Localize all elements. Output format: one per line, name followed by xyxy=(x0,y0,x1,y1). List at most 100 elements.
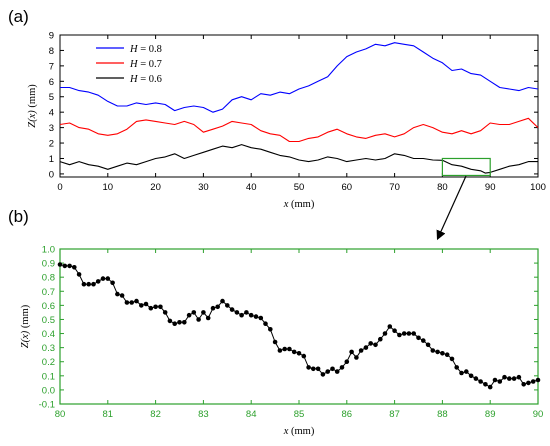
data-point xyxy=(425,342,431,348)
data-point xyxy=(315,366,321,372)
data-point xyxy=(282,346,288,352)
legend-value: = 0.7 xyxy=(138,59,162,70)
x-tick-label-a: 50 xyxy=(294,182,305,193)
x-tick-label-a: 0 xyxy=(57,182,62,193)
data-point xyxy=(311,366,316,372)
data-point xyxy=(497,379,503,384)
data-point xyxy=(320,372,326,377)
y-tick-label-a: 0 xyxy=(49,169,54,180)
x-tick-label-b: 80 xyxy=(55,409,66,420)
data-point xyxy=(416,335,421,341)
data-point xyxy=(368,341,374,346)
data-point xyxy=(210,305,216,311)
data-point xyxy=(201,310,206,315)
y-tick-label-b: 0.4 xyxy=(42,329,55,340)
data-point xyxy=(454,365,460,370)
data-point xyxy=(72,265,77,270)
data-point xyxy=(449,356,455,362)
data-point xyxy=(86,281,91,287)
y-tick-label-b: 0.5 xyxy=(42,315,55,326)
data-point xyxy=(378,336,383,342)
data-point xyxy=(507,376,512,381)
series-line-3 xyxy=(59,144,538,174)
legend-label-2: H = 0.7 xyxy=(129,59,162,70)
x-axis-unit: (mm) xyxy=(288,199,314,210)
y-tick-label-a: 8 xyxy=(49,46,54,57)
data-point xyxy=(363,345,369,350)
x-tick-label-b: 83 xyxy=(198,409,209,420)
data-point xyxy=(487,384,493,390)
data-point xyxy=(373,342,378,348)
data-point xyxy=(91,281,96,287)
plot-frame-a xyxy=(59,34,539,178)
x-tick-label-a: 90 xyxy=(485,182,496,193)
x-axis-label-a: x (mm) xyxy=(283,199,315,210)
inset-region-box xyxy=(441,157,491,177)
legend-var: H xyxy=(129,74,139,85)
data-point xyxy=(110,280,115,286)
data-point xyxy=(248,312,254,318)
legend-label-1: H = 0.8 xyxy=(129,44,162,55)
data-point xyxy=(215,304,220,310)
y-tick-label-a: 2 xyxy=(49,139,54,150)
data-point xyxy=(387,324,393,329)
data-point xyxy=(483,382,488,387)
panel-b-chart: 80 81 82 83 84 85 86 87 88 89 90 -0.1 0.0 0.1 0.2 0.3 0.… xyxy=(20,245,543,438)
panel-label-a: (a) xyxy=(8,7,29,26)
y-tick-label-a: 9 xyxy=(49,31,54,42)
x-tick-label-b: 88 xyxy=(437,409,448,420)
data-point xyxy=(143,301,149,307)
data-point xyxy=(139,303,144,308)
y-axis-unit: (mm) xyxy=(20,304,31,330)
data-point xyxy=(186,312,192,318)
data-point xyxy=(502,374,507,380)
y-axis-label-b: Z(x) (mm) xyxy=(20,304,31,348)
data-point xyxy=(100,276,106,281)
data-point xyxy=(444,352,450,358)
data-point xyxy=(287,346,292,352)
data-point xyxy=(334,369,340,374)
data-point xyxy=(272,339,278,345)
data-point xyxy=(330,366,335,372)
x-tick-label-a: 80 xyxy=(437,182,448,193)
y-tick-label-b: 0.3 xyxy=(42,343,55,354)
x-axis-unit: (mm) xyxy=(288,426,314,437)
x-tick-label-a: 30 xyxy=(198,182,209,193)
legend-value: = 0.8 xyxy=(138,44,162,55)
data-point xyxy=(134,298,139,304)
data-point xyxy=(526,380,531,386)
y-axis-unit: (mm) xyxy=(27,84,38,110)
legend-label-3: H = 0.6 xyxy=(129,74,162,85)
data-point xyxy=(239,312,244,318)
data-point xyxy=(115,291,120,297)
series-line-2 xyxy=(59,117,539,143)
x-axis-var: x xyxy=(283,199,289,210)
legend-var: H xyxy=(129,44,139,55)
data-point xyxy=(291,349,297,355)
data-point xyxy=(76,272,82,277)
data-point xyxy=(253,314,259,319)
data-point xyxy=(397,332,402,338)
data-point xyxy=(153,304,158,310)
data-point xyxy=(162,310,168,315)
y-tick-label-b: 0.7 xyxy=(42,287,55,298)
data-point xyxy=(67,263,72,269)
y-tick-label-b: 0.6 xyxy=(42,301,55,312)
data-point xyxy=(124,300,130,305)
data-point xyxy=(521,382,526,387)
zoom-arrow xyxy=(436,175,467,241)
data-point xyxy=(306,365,311,370)
data-point xyxy=(105,276,111,281)
data-point xyxy=(177,320,182,325)
data-point xyxy=(349,349,354,355)
data-point xyxy=(339,365,345,370)
data-point xyxy=(511,376,517,381)
y-tick-label-b: 0.9 xyxy=(42,259,55,270)
data-point xyxy=(191,310,197,315)
data-point xyxy=(411,331,417,336)
data-point xyxy=(301,353,307,359)
legend-value: = 0.6 xyxy=(138,74,162,85)
data-point xyxy=(148,305,154,311)
